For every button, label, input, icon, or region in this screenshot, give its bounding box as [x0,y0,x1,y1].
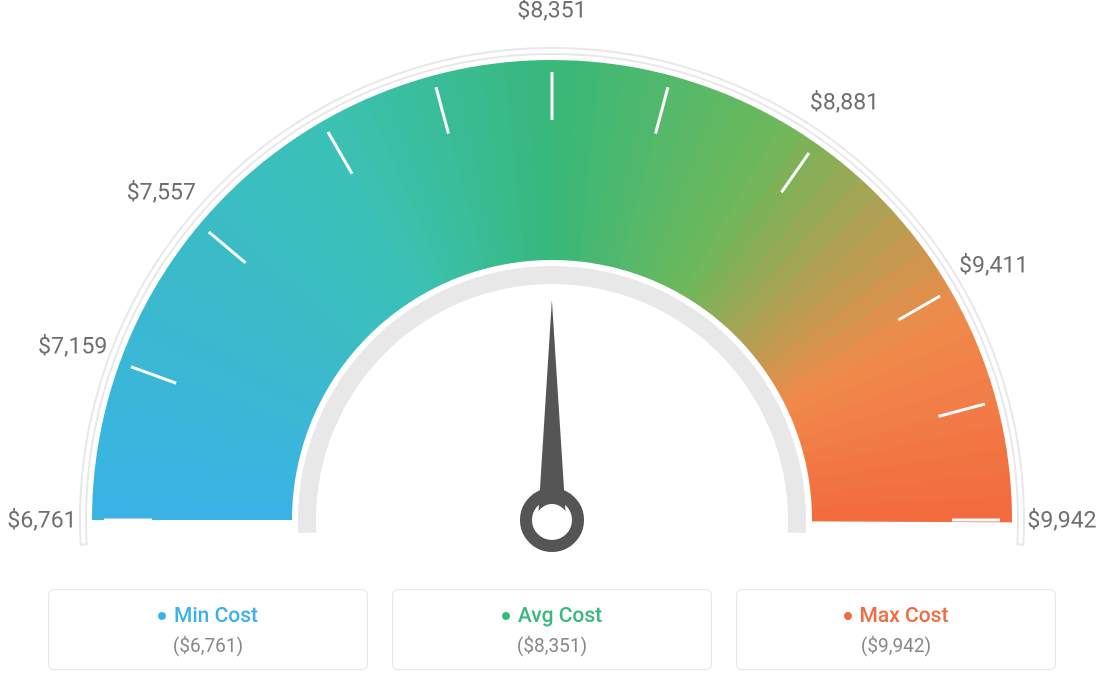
gauge-svg [0,0,1104,560]
dot-icon [502,612,510,620]
legend-value-max: ($9,942) [747,634,1045,657]
legend-title-text: Min Cost [174,604,258,628]
legend-value-min: ($6,761) [59,634,357,657]
gauge-tick-label: $6,761 [7,507,76,534]
legend-title-max: Max Cost [844,604,949,628]
gauge-tick-label: $7,159 [38,332,107,359]
dot-icon [844,612,852,620]
legend-title-text: Max Cost [860,604,949,628]
gauge-tick-label: $9,411 [959,252,1028,279]
gauge-tick-label: $8,881 [810,89,879,116]
legend-row: Min Cost ($6,761) Avg Cost ($8,351) Max … [0,589,1104,670]
gauge-tick-label: $7,557 [127,179,196,206]
legend-title-text: Avg Cost [518,604,602,628]
legend-card-max: Max Cost ($9,942) [736,589,1056,670]
legend-card-min: Min Cost ($6,761) [48,589,368,670]
legend-title-avg: Avg Cost [502,604,602,628]
gauge-needle [538,300,566,520]
legend-card-avg: Avg Cost ($8,351) [392,589,712,670]
gauge-chart: $6,761 $7,159 $7,557 $8,351 $8,881 $9,411 $9,9… [0,0,1104,560]
legend-value-avg: ($8,351) [403,634,701,657]
gauge-needle-hub-inner [536,504,568,536]
dot-icon [158,612,166,620]
gauge-tick-label: $9,942 [1027,507,1096,534]
gauge-tick-label: $8,351 [517,0,586,24]
legend-title-min: Min Cost [158,604,258,628]
